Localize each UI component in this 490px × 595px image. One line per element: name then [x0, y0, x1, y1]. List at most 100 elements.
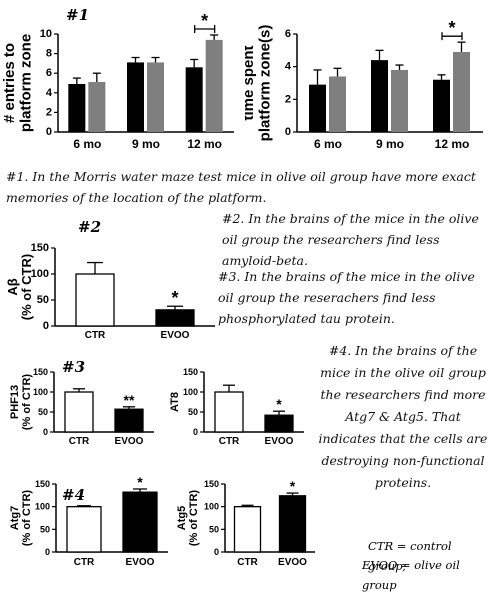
y-tick-label: 6 — [46, 67, 52, 79]
bar — [453, 51, 470, 132]
x-tick-label: EVOO — [161, 330, 190, 341]
significance-star: * — [137, 474, 143, 490]
y-tick-label: 50 — [188, 407, 198, 417]
y-axis-label-line: platform zone — [17, 34, 34, 132]
y-axis-label-line: platform zone(s) — [256, 25, 273, 142]
bar — [391, 69, 408, 132]
y-tick-label: 0 — [214, 547, 219, 557]
y-tick-label: 0 — [46, 126, 52, 138]
y-tick-label: 150 — [33, 367, 48, 377]
y-tick-label: 4 — [46, 87, 53, 99]
y-tick-label: 50 — [37, 294, 49, 306]
x-tick-label: CTR — [85, 330, 106, 341]
panel-number-1: #1 — [66, 6, 90, 24]
bar — [309, 84, 326, 132]
y-axis-label-line: (% of CTR) — [19, 254, 34, 320]
y-tick-label: 8 — [46, 48, 52, 60]
x-tick-label: 9 mo — [376, 137, 404, 151]
bar — [205, 39, 223, 132]
y-tick-label: 100 — [33, 387, 48, 397]
y-axis-label-line: (% of CTR) — [21, 490, 33, 547]
y-axis-label-line: time spent — [245, 45, 257, 120]
bar — [329, 76, 346, 132]
y-tick-label: 6 — [285, 28, 291, 40]
significance-star: * — [171, 288, 178, 308]
legend-evoo: EVOO = olive oil group — [362, 558, 460, 592]
atg5-chart: 0 50 100 150 Atg5(% of CTR) CTR EVOO * — [176, 478, 315, 568]
x-tick-label: EVOO — [278, 557, 307, 568]
entries-chart: 0 2 4 6 8 10 # entries toplatform zone 6 mo 9 mo… — [1, 14, 234, 151]
bar — [75, 273, 115, 327]
x-tick-label: 12 mo — [187, 137, 222, 151]
at8-chart: 0 50 100 150 AT8 CTR EVOO * — [169, 367, 304, 447]
y-axis-label: Atg5(% of CTR) — [176, 490, 200, 547]
bar — [264, 414, 294, 433]
y-tick-label: 10 — [40, 28, 52, 40]
bar — [433, 79, 450, 132]
y-tick-label: 2 — [46, 106, 52, 118]
bar — [122, 491, 158, 553]
y-tick-label: 50 — [209, 524, 219, 534]
significance-star: * — [448, 18, 455, 38]
y-tick-label: 50 — [38, 407, 48, 417]
panel-number-3: #3 — [62, 358, 86, 376]
bar — [233, 506, 262, 553]
y-tick-label: 150 — [183, 367, 198, 377]
y-tick-label: 100 — [204, 502, 219, 512]
y-tick-label: 0 — [193, 427, 198, 437]
y-axis-label: Aβ(% of CTR) — [5, 254, 34, 320]
y-tick-label: 0 — [45, 547, 50, 557]
bar — [278, 495, 307, 553]
y-tick-label: 150 — [204, 479, 219, 489]
x-tick-label: CTR — [219, 436, 240, 447]
x-tick-label: 9 mo — [132, 137, 160, 151]
note-4: #4. In the brains of the mice in the oli… — [318, 343, 488, 490]
y-tick-label: 2 — [285, 93, 291, 105]
y-axis-label-line: (% of CTR) — [188, 490, 200, 547]
bar — [214, 391, 244, 433]
note-1: #1. In the Morris water maze test mice i… — [6, 169, 476, 205]
y-axis-label: AT8 — [169, 392, 181, 412]
x-tick-label: CTR — [237, 557, 258, 568]
bar — [371, 60, 388, 133]
y-axis-label-line: PHF13 — [9, 385, 21, 419]
significance-star: ** — [124, 392, 135, 408]
x-tick-label: 6 mo — [314, 137, 342, 151]
y-axis-label: Atg7(% of CTR) — [9, 490, 33, 547]
note-3: #3. In the brains of the mice in the oli… — [218, 269, 475, 326]
bar — [64, 391, 94, 433]
y-tick-label: 100 — [35, 502, 50, 512]
bar — [114, 408, 144, 433]
time-chart: 0 2 4 6 time spentplatform zone(s) 6 mo 9 mo 12… — [245, 18, 483, 151]
bar — [185, 67, 203, 132]
x-tick-label: EVOO — [115, 436, 144, 447]
x-tick-label: 12 mo — [435, 137, 470, 151]
y-axis-label-line: (% of CTR) — [21, 374, 33, 431]
panel-number-4: #4 — [62, 486, 86, 504]
y-axis-label-line: Aβ — [5, 278, 20, 295]
y-tick-label: 50 — [40, 524, 50, 534]
y-axis-label: PHF13(% of CTR) — [9, 374, 33, 431]
significance-star: * — [290, 478, 296, 494]
y-axis-label: # entries toplatform zone — [1, 34, 35, 132]
y-axis-label-line: Atg5 — [176, 506, 188, 530]
y-tick-label: 0 — [43, 320, 49, 332]
bar — [147, 62, 164, 132]
y-tick-label: 0 — [285, 126, 291, 138]
panel-number-2: #2 — [78, 218, 102, 236]
bar — [127, 62, 144, 132]
x-tick-label: 6 mo — [73, 137, 101, 151]
legend-ctr: CTR = control group; — [368, 539, 452, 573]
x-tick-label: CTR — [74, 557, 95, 568]
x-tick-label: EVOO — [126, 557, 155, 568]
y-tick-label: 100 — [31, 268, 49, 280]
bar — [155, 309, 195, 327]
significance-star: * — [276, 396, 282, 412]
x-tick-label: EVOO — [265, 436, 294, 447]
y-axis-label-line: Atg7 — [9, 506, 21, 530]
y-axis-label-line: # entries to — [1, 43, 18, 123]
bar — [66, 506, 102, 553]
